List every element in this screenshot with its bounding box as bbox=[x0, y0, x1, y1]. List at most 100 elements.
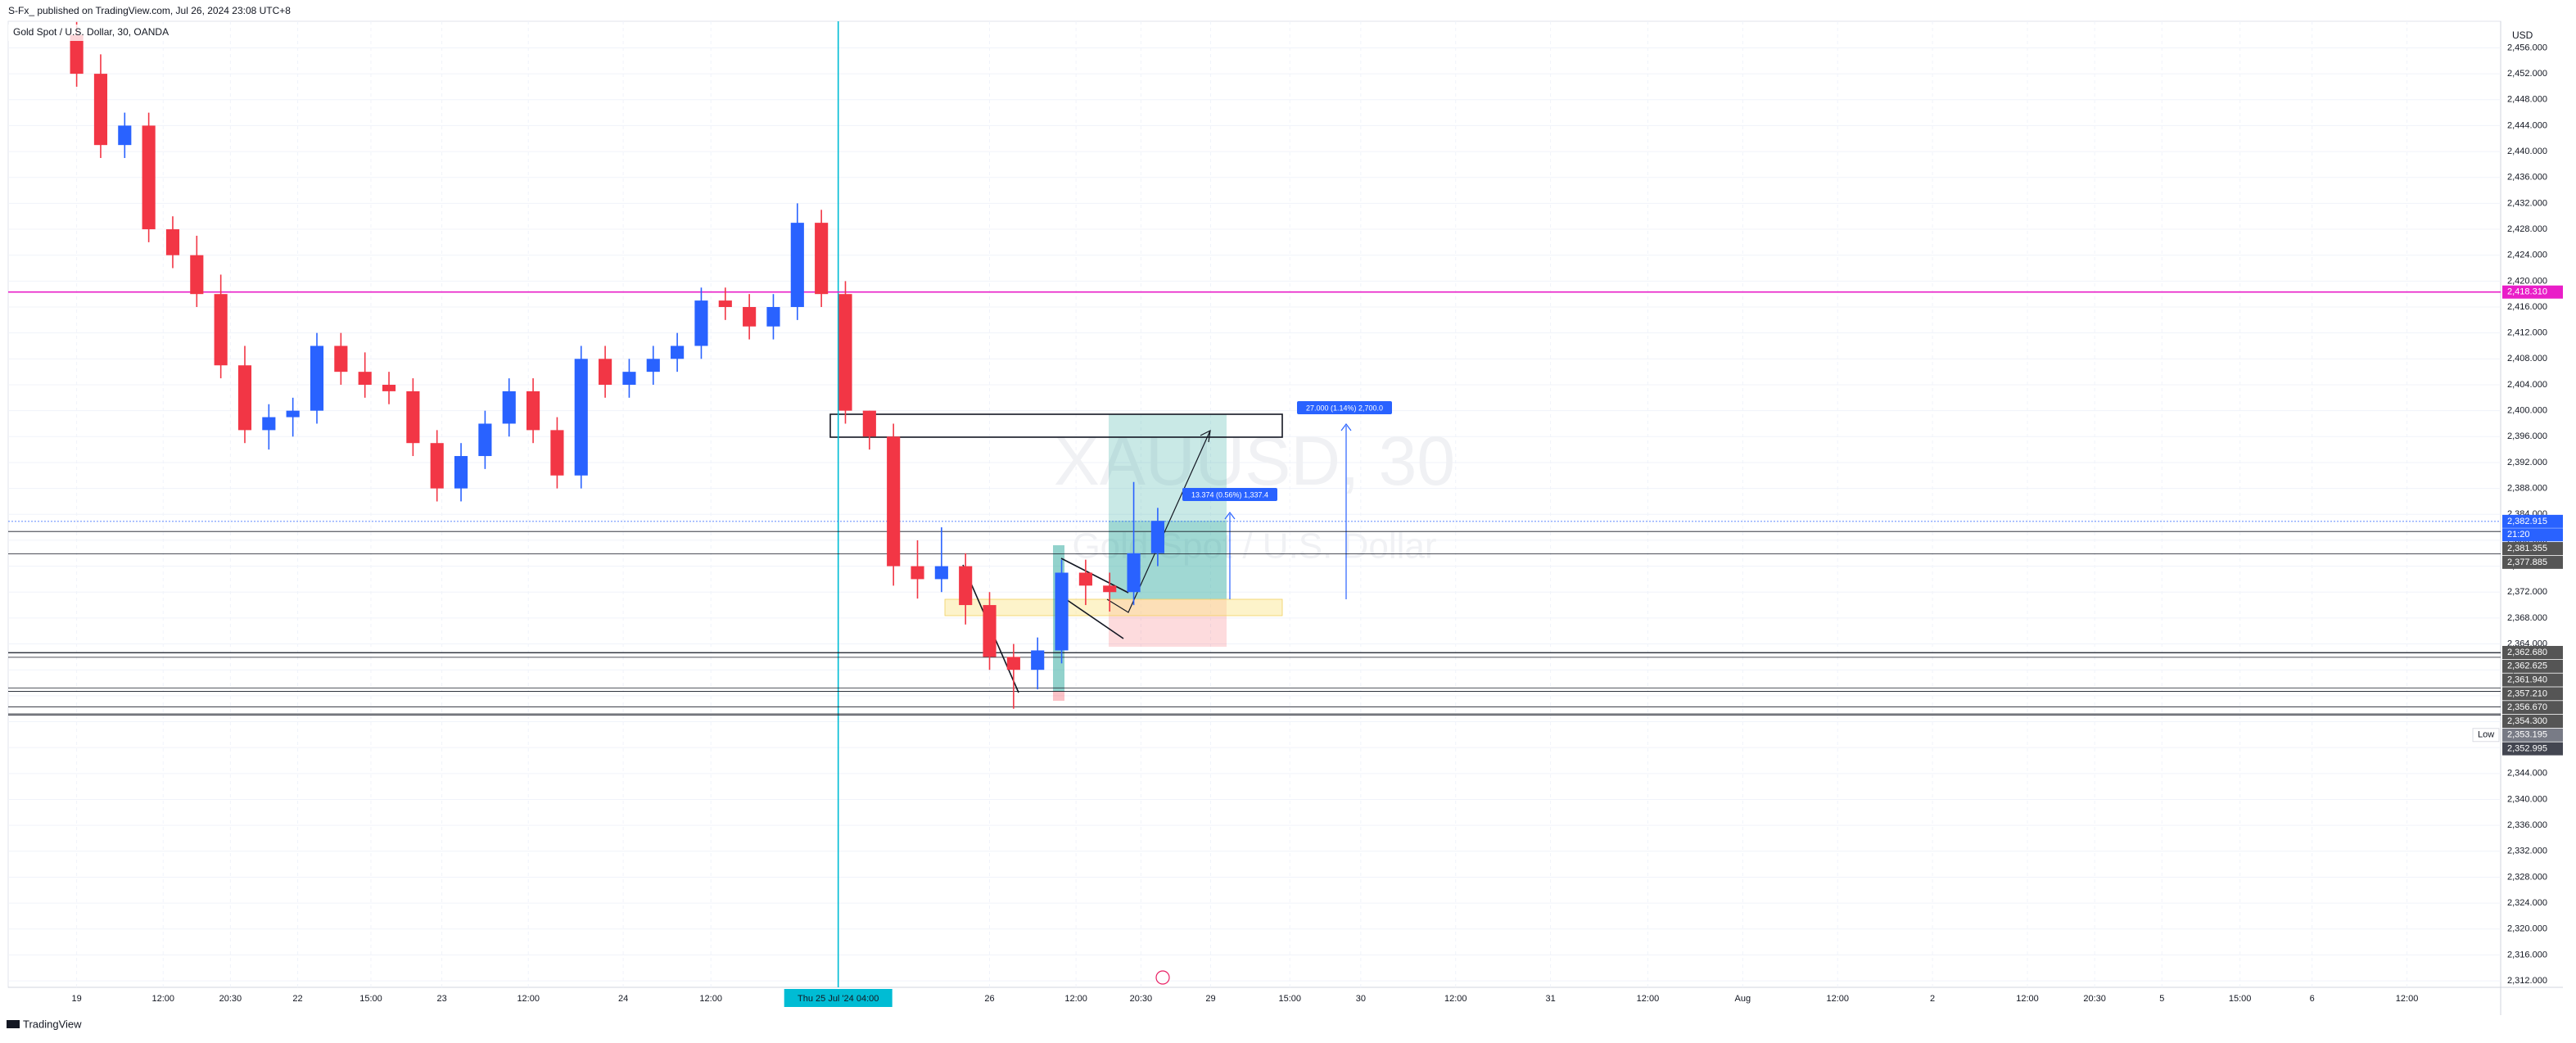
candle-body bbox=[815, 223, 829, 295]
y-tick-label: 2,412.000 bbox=[2507, 328, 2547, 338]
y-tick-label: 2,408.000 bbox=[2507, 354, 2547, 363]
y-tick-label: 2,440.000 bbox=[2507, 147, 2547, 156]
y-tick-label: 2,316.000 bbox=[2507, 950, 2547, 959]
crosshair-label-bg bbox=[784, 989, 893, 1007]
legend: Gold Spot / U.S. Dollar, 30, OANDA bbox=[13, 26, 169, 38]
y-tick-label: 2,340.000 bbox=[2507, 794, 2547, 804]
event-icon[interactable] bbox=[1155, 970, 1170, 985]
low-label: Low bbox=[2478, 730, 2494, 740]
candle-body bbox=[70, 34, 84, 74]
x-tick-label: 12:00 bbox=[1064, 994, 1087, 1004]
x-tick-label: 20:30 bbox=[1130, 994, 1153, 1004]
x-tick-label: 20:30 bbox=[2083, 994, 2106, 1004]
price-label: 2,357.210 bbox=[2507, 689, 2547, 698]
price-label: 2,362.680 bbox=[2507, 648, 2547, 657]
y-tick-label: 2,312.000 bbox=[2507, 976, 2547, 986]
y-tick-label: 2,368.000 bbox=[2507, 613, 2547, 623]
candle-body bbox=[718, 300, 732, 308]
stop-zone bbox=[1109, 599, 1227, 647]
y-tick-label: 2,452.000 bbox=[2507, 69, 2547, 79]
x-tick-label: 6 bbox=[2310, 994, 2315, 1004]
measure-label-bg bbox=[1182, 488, 1277, 501]
drawings: 27.000 (1.14%) 2,700.0 13.374 (0.56%) 1,… bbox=[829, 401, 1392, 985]
price-label: 2,362.625 bbox=[2507, 661, 2547, 671]
y-tick-label: 2,344.000 bbox=[2507, 769, 2547, 779]
demand-zone bbox=[944, 598, 1283, 616]
candle-body bbox=[574, 359, 588, 476]
x-tick-label: 24 bbox=[618, 994, 628, 1004]
currency[interactable]: USD bbox=[2512, 29, 2533, 41]
target-zone-inner bbox=[1109, 521, 1227, 599]
header: S-Fx_ published on TradingView.com, Jul … bbox=[8, 5, 291, 16]
y-tick-label: 2,388.000 bbox=[2507, 484, 2547, 494]
impulse-stop bbox=[1053, 691, 1064, 701]
candle-body bbox=[1055, 572, 1069, 651]
measure-label-bg bbox=[1297, 401, 1392, 414]
candle-body bbox=[1103, 585, 1117, 593]
candle-body bbox=[983, 605, 997, 657]
y-tick-label: 2,320.000 bbox=[2507, 924, 2547, 934]
axis: 2,312.000 2,316.000 2,320.000 2,324.000 2,32… bbox=[71, 43, 2563, 1007]
y-tick-label: 2,332.000 bbox=[2507, 847, 2547, 856]
logo bbox=[7, 1020, 20, 1028]
price-label: 2,352.995 bbox=[2507, 744, 2547, 754]
x-tick-label: 2 bbox=[1930, 994, 1935, 1004]
arrow-head bbox=[1200, 429, 1211, 443]
y-tick-label: 2,432.000 bbox=[2507, 198, 2547, 208]
price-label-bg bbox=[2502, 645, 2563, 659]
y-tick-label: 2,328.000 bbox=[2507, 872, 2547, 882]
y-tick-label: 2,392.000 bbox=[2507, 458, 2547, 467]
price-label-bg bbox=[2502, 728, 2563, 742]
x-tick-label: 20:30 bbox=[219, 994, 242, 1004]
candle-body bbox=[286, 410, 300, 418]
y-tick-label: 2,404.000 bbox=[2507, 380, 2547, 390]
y-tick-label: 2,456.000 bbox=[2507, 43, 2547, 52]
countdown-bg bbox=[2502, 528, 2563, 542]
x-tick-label: 12:00 bbox=[151, 994, 174, 1004]
y-tick-label: 2,396.000 bbox=[2507, 431, 2547, 441]
x-tick-label: 26 bbox=[984, 994, 994, 1004]
candle-body bbox=[622, 372, 636, 385]
candle-body bbox=[118, 125, 132, 146]
price-label-bg bbox=[2502, 542, 2563, 556]
candle-body bbox=[766, 307, 780, 327]
x-tick-label: 12:00 bbox=[2016, 994, 2039, 1004]
x-tick-label: 30 bbox=[1356, 994, 1366, 1004]
candle-body bbox=[959, 566, 973, 606]
trend-line bbox=[1060, 595, 1124, 639]
supply-box bbox=[829, 413, 1283, 438]
candle-body bbox=[790, 223, 804, 308]
candle-body bbox=[382, 384, 396, 391]
x-tick-label: 12:00 bbox=[517, 994, 540, 1004]
candle-body bbox=[1127, 553, 1141, 593]
candle-body bbox=[911, 566, 924, 580]
candle-body bbox=[838, 294, 852, 411]
y-tick-label: 2,428.000 bbox=[2507, 224, 2547, 234]
candle-body bbox=[862, 410, 876, 437]
candle-body bbox=[142, 125, 156, 230]
measure-arrow bbox=[1340, 423, 1352, 431]
candle-body bbox=[934, 566, 948, 580]
countdown: 21:20 bbox=[2507, 530, 2530, 540]
candle-body bbox=[526, 391, 540, 431]
price-label-bg bbox=[2502, 555, 2563, 569]
candle-body bbox=[165, 229, 180, 255]
candle-body bbox=[190, 255, 204, 295]
legend-bg bbox=[8, 25, 180, 41]
candle-body bbox=[454, 456, 468, 489]
candle-body bbox=[743, 307, 757, 327]
x-tick-label: 31 bbox=[1545, 994, 1555, 1004]
y-tick-label: 2,336.000 bbox=[2507, 820, 2547, 830]
candle-body bbox=[671, 345, 685, 359]
measure-label: 27.000 (1.14%) 2,700.0 bbox=[1306, 404, 1383, 412]
candle-body bbox=[406, 391, 420, 444]
levels bbox=[8, 21, 2501, 987]
grid bbox=[8, 21, 2501, 987]
price-label: 2,353.195 bbox=[2507, 730, 2547, 740]
candle-body bbox=[358, 372, 372, 385]
candle-body bbox=[430, 443, 444, 489]
candle-body bbox=[502, 391, 516, 424]
price-label-bg bbox=[2502, 687, 2563, 701]
